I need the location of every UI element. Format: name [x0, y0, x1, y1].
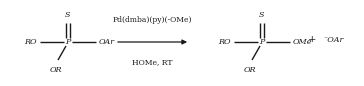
- Text: P: P: [65, 38, 71, 46]
- Text: +: +: [308, 36, 316, 44]
- Text: P: P: [259, 38, 265, 46]
- Text: ⁻OAr: ⁻OAr: [323, 36, 343, 44]
- Text: S: S: [65, 11, 71, 19]
- Text: OAr: OAr: [99, 38, 115, 46]
- Text: RO: RO: [218, 38, 231, 46]
- Text: OR: OR: [244, 66, 256, 74]
- Text: HOMe, RT: HOMe, RT: [132, 58, 173, 66]
- Text: S: S: [259, 11, 265, 19]
- Text: RO: RO: [24, 38, 37, 46]
- Text: Pd(dmba)(py)(-OMe): Pd(dmba)(py)(-OMe): [113, 16, 192, 24]
- Text: OR: OR: [50, 66, 62, 74]
- Text: OMe: OMe: [293, 38, 313, 46]
